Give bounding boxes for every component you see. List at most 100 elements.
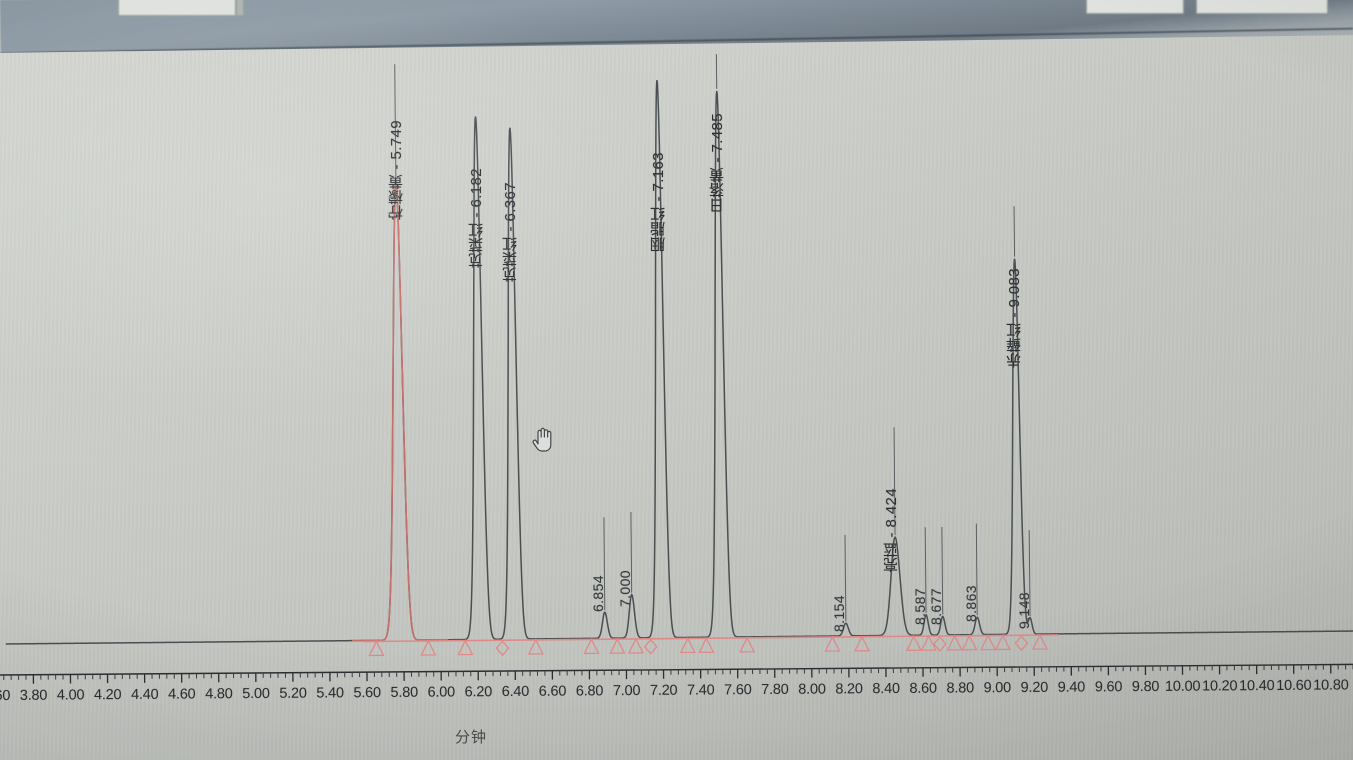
x-tick-7.40: 7.40 — [686, 682, 715, 699]
peak-marker-diamond[interactable] — [932, 636, 947, 653]
x-tick-5.80: 5.80 — [390, 684, 418, 701]
x-tick-4.40: 4.40 — [130, 686, 159, 703]
peak-marker-triangle[interactable] — [368, 639, 385, 657]
peak-marker-triangle[interactable] — [1031, 633, 1049, 650]
x-tick-5.00: 5.00 — [242, 685, 270, 703]
chrome-window-far-right — [1196, 0, 1328, 14]
peak-label-leader-line — [941, 526, 944, 615]
x-tick-4.80: 4.80 — [205, 686, 233, 703]
x-tick-10.60: 10.60 — [1276, 677, 1312, 694]
x-tick-4.20: 4.20 — [93, 687, 122, 704]
peak-marker-triangle[interactable] — [698, 636, 715, 653]
peak-label-leader-line — [893, 427, 896, 536]
x-tick-5.40: 5.40 — [316, 685, 344, 702]
x-tick-8.80: 8.80 — [946, 680, 974, 697]
peak-label-5.749[interactable]: 柠檬黄 - 5.749 — [387, 120, 405, 221]
integration-baseline — [363, 634, 1059, 643]
x-tick-6.40: 6.40 — [501, 683, 530, 701]
x-tick-9.40: 9.40 — [1057, 679, 1086, 696]
x-tick-10.20: 10.20 — [1201, 678, 1238, 695]
x-tick-10.40: 10.40 — [1239, 677, 1275, 695]
chromatogram-trace-group — [5, 79, 1353, 645]
peak-marker-diamond[interactable] — [495, 640, 510, 657]
peak-label-8.863[interactable]: 8.863 — [962, 585, 979, 623]
peak-marker-triangle[interactable] — [527, 638, 544, 655]
x-tick-3.80: 3.80 — [19, 687, 48, 704]
x-tick-8.20: 8.20 — [835, 681, 863, 698]
peak-marker-triangle[interactable] — [920, 634, 937, 651]
peak-marker-diamond[interactable] — [1014, 635, 1029, 652]
peak-label-7.163[interactable]: 胭脂红 - 7.163 — [649, 152, 667, 253]
peak-label-8.587[interactable]: 8.587 — [911, 588, 928, 626]
x-tick-3.60: 3.60 — [0, 687, 11, 705]
x-tick-7.20: 7.20 — [649, 682, 678, 699]
x-axis-ticks — [0, 663, 1353, 684]
peak-label-leader-line — [630, 511, 633, 593]
x-tick-10.80: 10.80 — [1313, 677, 1349, 694]
x-tick-4.60: 4.60 — [168, 686, 196, 703]
peak-trace-tartrazine — [352, 180, 448, 642]
chromatogram-trace — [5, 79, 1353, 645]
peak-marker-triangle[interactable] — [905, 634, 923, 651]
x-tick-9.60: 9.60 — [1094, 679, 1123, 696]
x-tick-5.20: 5.20 — [279, 685, 307, 702]
x-tick-7.80: 7.80 — [761, 681, 789, 699]
peak-label-leader-line — [844, 534, 847, 622]
peak-marker-triangle[interactable] — [961, 634, 978, 651]
x-tick-9.80: 9.80 — [1131, 678, 1160, 696]
peak-marker-triangle[interactable] — [627, 637, 645, 654]
x-tick-8.00: 8.00 — [798, 681, 826, 698]
peak-label-leader-line — [1028, 530, 1031, 616]
peak-label-8.677[interactable]: 8.677 — [928, 588, 945, 626]
x-tick-10.00: 10.00 — [1164, 678, 1201, 695]
x-tick-6.60: 6.60 — [538, 683, 567, 700]
x-tick-8.60: 8.60 — [909, 680, 937, 697]
peak-marker-triangle[interactable] — [609, 637, 626, 654]
x-tick-6.80: 6.80 — [575, 683, 604, 700]
x-tick-8.40: 8.40 — [872, 680, 900, 698]
x-tick-6.00: 6.00 — [427, 684, 456, 701]
peak-marker-triangle[interactable] — [980, 634, 997, 651]
peak-droplines-group — [394, 54, 1031, 622]
peak-label-7.000[interactable]: 7.000 — [617, 570, 634, 608]
peak-label-6.182[interactable]: 苋菜红 - 6.182 — [467, 168, 485, 269]
peak-label-8.424[interactable]: 亮蓝 - 8.424 — [883, 488, 901, 573]
peak-marker-triangle[interactable] — [739, 636, 756, 653]
chrome-window-right — [1086, 0, 1184, 14]
peak-marker-group[interactable] — [368, 633, 1049, 657]
x-tick-7.60: 7.60 — [724, 682, 752, 699]
peak-marker-triangle[interactable] — [457, 639, 474, 656]
peak-label-leader-line — [603, 517, 606, 611]
chrome-window-mid — [236, 0, 244, 16]
chrome-window-left — [118, 0, 236, 16]
integration-baseline-group — [363, 634, 1059, 643]
peak-label-6.854[interactable]: 6.854 — [590, 575, 607, 613]
peak-marker-diamond[interactable] — [643, 638, 658, 655]
peak-marker-triangle[interactable] — [994, 633, 1011, 651]
peak-label-8.154[interactable]: 8.154 — [831, 595, 848, 633]
peak-label-leader-line — [394, 64, 397, 179]
x-axis: 3.60 3.80 4.00 4.20 4.40 4.60 4.80 5.00 5.20 5.40… — [0, 661, 1353, 734]
peak-label-leader-line — [924, 527, 927, 613]
peak-marker-triangle[interactable] — [583, 637, 600, 655]
x-tick-9.20: 9.20 — [1020, 679, 1049, 696]
x-tick-5.60: 5.60 — [353, 685, 381, 702]
x-tick-9.00: 9.00 — [983, 680, 1012, 697]
peak-label-9.148[interactable]: 9.148 — [1015, 592, 1032, 630]
x-tick-7.00: 7.00 — [612, 682, 641, 700]
peak-label-7.485[interactable]: 日落黄 - 7.485 — [709, 113, 727, 214]
peak-label-9.083[interactable]: 赤藓红 - 9.083 — [1005, 268, 1023, 369]
peak-label-leader-line — [975, 523, 978, 616]
peak-marker-triangle[interactable] — [679, 636, 696, 654]
chromatogram-plot[interactable] — [0, 39, 1353, 677]
peak-marker-triangle[interactable] — [420, 639, 437, 656]
x-axis-title: 分钟 — [455, 729, 488, 746]
peak-marker-triangle[interactable] — [854, 635, 871, 652]
x-tick-6.20: 6.20 — [464, 684, 493, 701]
x-tick-4.00: 4.00 — [56, 687, 85, 704]
peak-marker-triangle[interactable] — [946, 634, 963, 651]
chromatogram-svg[interactable] — [0, 39, 1353, 677]
peak-label-6.367[interactable]: 苋菜红 - 6.367 — [502, 182, 520, 283]
peak-marker-triangle[interactable] — [824, 635, 841, 652]
